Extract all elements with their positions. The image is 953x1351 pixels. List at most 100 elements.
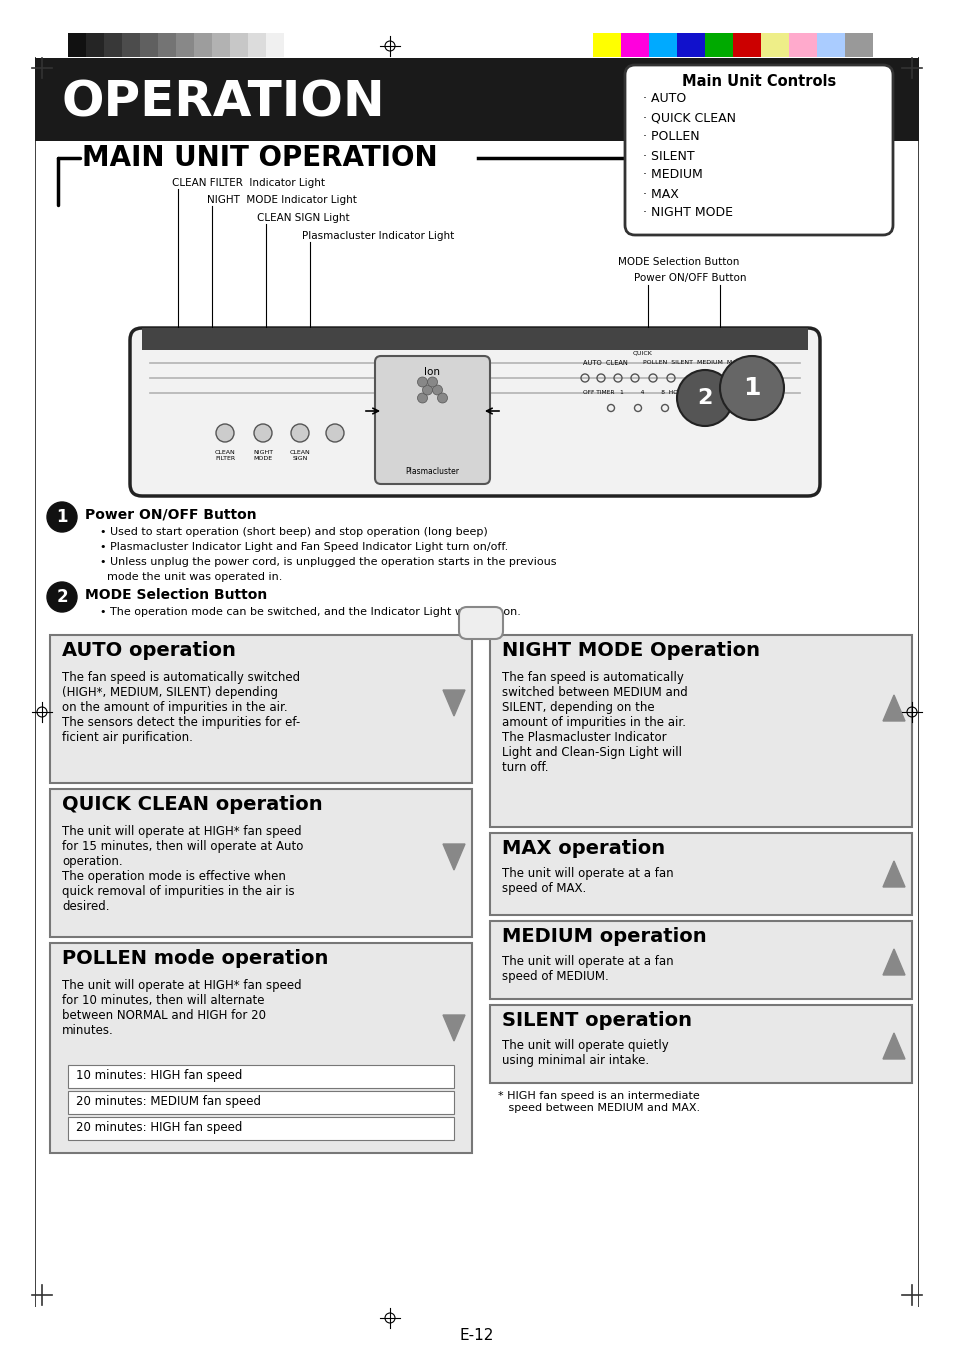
Text: The unit will operate at HIGH* fan speed
for 15 minutes, then will operate at Au: The unit will operate at HIGH* fan speed… bbox=[62, 825, 303, 913]
Bar bbox=[490, 1005, 911, 1084]
Text: OFF TIMER   1         4         8  HOURS: OFF TIMER 1 4 8 HOURS bbox=[582, 390, 689, 396]
Bar bbox=[86, 32, 104, 57]
Text: • Used to start operation (short beep) and stop operation (long beep): • Used to start operation (short beep) a… bbox=[100, 527, 487, 536]
Bar bbox=[142, 328, 807, 350]
Text: POLLEN mode operation: POLLEN mode operation bbox=[62, 948, 328, 969]
Bar bbox=[212, 32, 230, 57]
Text: MAIN UNIT OPERATION: MAIN UNIT OPERATION bbox=[82, 145, 437, 172]
Text: NIGHT MODE Operation: NIGHT MODE Operation bbox=[501, 640, 760, 661]
Text: 2: 2 bbox=[697, 388, 712, 408]
Text: MODE Selection Button: MODE Selection Button bbox=[618, 257, 739, 267]
Text: 1: 1 bbox=[742, 376, 760, 400]
Circle shape bbox=[720, 357, 783, 420]
Bar bbox=[788, 32, 816, 57]
Bar bbox=[816, 32, 844, 57]
Text: The unit will operate at a fan
speed of MAX.: The unit will operate at a fan speed of … bbox=[501, 867, 673, 894]
FancyBboxPatch shape bbox=[130, 328, 820, 496]
Text: SILENT operation: SILENT operation bbox=[501, 1011, 691, 1029]
Bar bbox=[104, 32, 122, 57]
Circle shape bbox=[47, 503, 77, 532]
Circle shape bbox=[326, 424, 344, 442]
Text: AUTO operation: AUTO operation bbox=[62, 640, 235, 661]
Text: MEDIUM operation: MEDIUM operation bbox=[501, 927, 706, 946]
Bar bbox=[175, 32, 193, 57]
Bar bbox=[158, 32, 175, 57]
Bar bbox=[620, 32, 648, 57]
Circle shape bbox=[291, 424, 309, 442]
Bar bbox=[917, 57, 919, 1306]
Circle shape bbox=[47, 582, 77, 612]
Text: The fan speed is automatically switched
(HIGH*, MEDIUM, SILENT) depending
on the: The fan speed is automatically switched … bbox=[62, 671, 300, 744]
Text: CLEAN FILTER  Indicator Light: CLEAN FILTER Indicator Light bbox=[172, 178, 325, 188]
Text: CLEAN
SIGN: CLEAN SIGN bbox=[290, 450, 310, 461]
Polygon shape bbox=[882, 861, 904, 888]
Text: The unit will operate at HIGH* fan speed
for 10 minutes, then will alternate
bet: The unit will operate at HIGH* fan speed… bbox=[62, 979, 301, 1038]
Bar bbox=[35, 57, 36, 1306]
Text: OPERATION: OPERATION bbox=[62, 78, 385, 127]
Polygon shape bbox=[442, 690, 464, 716]
Bar bbox=[68, 1065, 454, 1088]
Text: Power ON/OFF Button: Power ON/OFF Button bbox=[634, 273, 745, 282]
Polygon shape bbox=[882, 1034, 904, 1059]
Text: AUTO  CLEAN: AUTO CLEAN bbox=[582, 359, 627, 366]
Circle shape bbox=[417, 377, 427, 386]
Text: NIGHT  MODE Indicator Light: NIGHT MODE Indicator Light bbox=[207, 195, 356, 205]
Bar bbox=[68, 32, 86, 57]
Text: mode the unit was operated in.: mode the unit was operated in. bbox=[100, 571, 282, 582]
Bar bbox=[122, 32, 140, 57]
Bar bbox=[193, 32, 212, 57]
Text: · MEDIUM: · MEDIUM bbox=[642, 169, 702, 181]
FancyBboxPatch shape bbox=[624, 65, 892, 235]
Text: 10 minutes: HIGH fan speed: 10 minutes: HIGH fan speed bbox=[76, 1070, 242, 1082]
Bar bbox=[648, 32, 677, 57]
Text: · AUTO: · AUTO bbox=[642, 92, 685, 105]
Text: · NIGHT MODE: · NIGHT MODE bbox=[642, 207, 732, 219]
Bar bbox=[230, 32, 248, 57]
FancyBboxPatch shape bbox=[458, 607, 502, 639]
Circle shape bbox=[253, 424, 272, 442]
Bar bbox=[704, 32, 732, 57]
Bar bbox=[490, 834, 911, 915]
Text: The fan speed is automatically
switched between MEDIUM and
SILENT, depending on : The fan speed is automatically switched … bbox=[501, 671, 687, 774]
Bar bbox=[140, 32, 158, 57]
Bar bbox=[50, 635, 472, 784]
Text: · QUICK CLEAN: · QUICK CLEAN bbox=[642, 112, 735, 124]
Text: 1: 1 bbox=[56, 508, 68, 526]
FancyBboxPatch shape bbox=[375, 357, 490, 484]
Text: 20 minutes: HIGH fan speed: 20 minutes: HIGH fan speed bbox=[76, 1121, 242, 1135]
Circle shape bbox=[427, 377, 437, 386]
Text: NIGHT
MODE: NIGHT MODE bbox=[253, 450, 273, 461]
Bar bbox=[266, 32, 284, 57]
Bar bbox=[593, 32, 620, 57]
Text: The unit will operate quietly
using minimal air intake.: The unit will operate quietly using mini… bbox=[501, 1039, 668, 1067]
Polygon shape bbox=[442, 1015, 464, 1042]
Bar bbox=[732, 32, 760, 57]
Polygon shape bbox=[442, 844, 464, 870]
Text: Main Unit Controls: Main Unit Controls bbox=[681, 73, 835, 89]
Circle shape bbox=[437, 393, 447, 403]
Bar bbox=[490, 635, 911, 827]
Text: CLEAN
FILTER: CLEAN FILTER bbox=[214, 450, 235, 461]
Bar bbox=[50, 789, 472, 938]
Text: • Unless unplug the power cord, is unplugged the operation starts in the previou: • Unless unplug the power cord, is unplu… bbox=[100, 557, 556, 567]
Text: · POLLEN: · POLLEN bbox=[642, 131, 699, 143]
Circle shape bbox=[417, 393, 427, 403]
Text: · SILENT: · SILENT bbox=[642, 150, 694, 162]
Text: MAX operation: MAX operation bbox=[501, 839, 664, 858]
Text: MODE Selection Button: MODE Selection Button bbox=[85, 588, 267, 603]
Text: 20 minutes: MEDIUM fan speed: 20 minutes: MEDIUM fan speed bbox=[76, 1096, 261, 1109]
Bar bbox=[68, 1117, 454, 1140]
Circle shape bbox=[215, 424, 233, 442]
Text: The unit will operate at a fan
speed of MEDIUM.: The unit will operate at a fan speed of … bbox=[501, 955, 673, 984]
Circle shape bbox=[432, 385, 442, 394]
Bar bbox=[844, 32, 872, 57]
Text: Ion: Ion bbox=[424, 367, 440, 377]
Bar bbox=[35, 58, 918, 141]
Text: Power ON/OFF Button: Power ON/OFF Button bbox=[85, 508, 256, 521]
Text: 2: 2 bbox=[56, 588, 68, 607]
Text: Plasmacluster: Plasmacluster bbox=[405, 467, 459, 477]
Text: QUICK CLEAN operation: QUICK CLEAN operation bbox=[62, 794, 322, 815]
Bar bbox=[490, 921, 911, 998]
Circle shape bbox=[677, 370, 732, 426]
Text: * HIGH fan speed is an intermediate
   speed between MEDIUM and MAX.: * HIGH fan speed is an intermediate spee… bbox=[497, 1092, 700, 1113]
